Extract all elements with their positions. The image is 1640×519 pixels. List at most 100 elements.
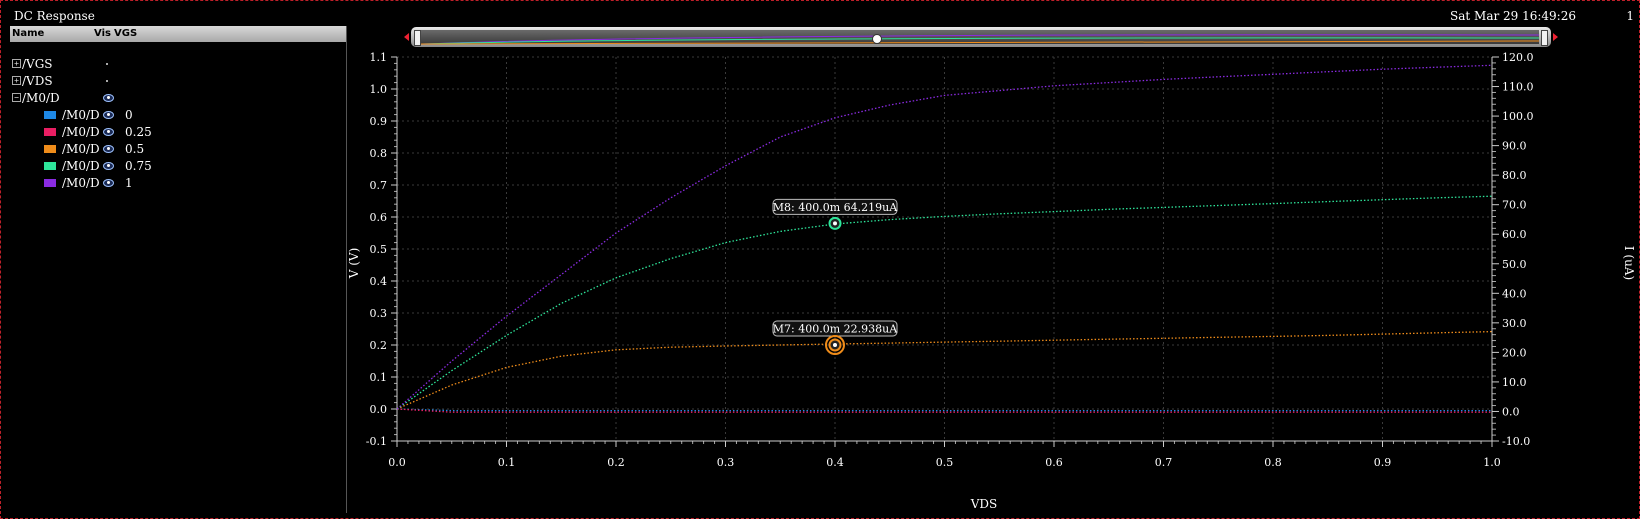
scroll-right-arrow-icon[interactable] xyxy=(1553,33,1558,41)
expand-icon[interactable]: + xyxy=(12,76,21,85)
y2-tick-label: 90.0 xyxy=(1502,140,1527,153)
scrollbar-preview[interactable] xyxy=(420,30,1540,45)
y2-tick-label: 20.0 xyxy=(1502,346,1527,359)
y-tick-label: 0.1 xyxy=(370,371,388,384)
eye-icon[interactable] xyxy=(103,162,114,170)
trace-color-swatch[interactable] xyxy=(44,111,56,119)
x-tick-label: 0.8 xyxy=(1264,456,1282,469)
x-tick-label: 0.0 xyxy=(388,456,406,469)
series-line-vgs-0p25[interactable] xyxy=(396,408,1492,413)
trace-color-swatch[interactable] xyxy=(44,162,56,170)
legend-header: Name Vis VGS xyxy=(10,26,346,42)
y2-tick-label: 120.0 xyxy=(1502,51,1534,64)
scroll-left-handle[interactable] xyxy=(414,30,421,46)
series-line-vgs-1[interactable] xyxy=(396,64,1493,410)
chart-axes: 0.0 0.1 0.2 0.3 0.4 0.5 0.6 0.7 0.8 0.9 1.0-0.10.0… xyxy=(366,51,1534,469)
y-tick-label: 0.2 xyxy=(370,339,388,352)
eye-icon[interactable] xyxy=(103,145,114,153)
scroll-left-arrow-icon[interactable] xyxy=(404,33,409,41)
window-corner-index: 1 xyxy=(1626,9,1634,23)
y-tick-label: 0.7 xyxy=(370,179,388,192)
legend-item-label: /M0/D xyxy=(62,142,100,156)
legend-group-row[interactable]: +/VDS xyxy=(10,73,346,89)
timestamp: Sat Mar 29 16:49:26 xyxy=(1450,9,1576,23)
y-tick-label: 0.9 xyxy=(370,115,388,128)
legend-item-label: /M0/D xyxy=(62,159,100,173)
legend-header-vis[interactable]: Vis xyxy=(94,28,111,39)
expand-icon[interactable]: + xyxy=(12,59,21,68)
marker-point-center xyxy=(833,221,837,226)
series-line-vgs-0p75[interactable] xyxy=(396,195,1493,410)
y2-tick-label: 80.0 xyxy=(1502,169,1527,182)
legend-item-row[interactable]: /M0/D 0.75 xyxy=(10,158,346,174)
y2-tick-label: -10.0 xyxy=(1502,435,1530,448)
y2-tick-label: 30.0 xyxy=(1502,317,1527,330)
window-title: DC Response xyxy=(14,9,95,23)
legend-item-vgs: 0 xyxy=(125,108,133,122)
marker-label: M8: 400.0m 64.219uA xyxy=(773,201,898,214)
eye-icon[interactable] xyxy=(103,94,114,102)
preview-trace-1 xyxy=(420,34,1540,45)
legend-item-label: /M0/D xyxy=(62,108,100,122)
zoom-scrollbar[interactable] xyxy=(404,27,1558,47)
y-tick-label: 1.1 xyxy=(370,51,388,64)
legend-item-row[interactable]: /M0/D 0.25 xyxy=(10,124,346,140)
trace-color-swatch[interactable] xyxy=(44,179,56,187)
marker-point-center xyxy=(833,343,837,347)
x-tick-label: 0.9 xyxy=(1374,456,1392,469)
legend-group-label: /M0/D xyxy=(22,91,60,105)
eye-icon[interactable] xyxy=(103,111,114,119)
legend-item-vgs: 0.75 xyxy=(125,159,152,173)
legend-group-label: /VGS xyxy=(22,57,53,71)
legend-item-row[interactable]: /M0/D 0.5 xyxy=(10,141,346,157)
series-line-vgs-0p5[interactable] xyxy=(396,330,1493,410)
scrollbar-preview-traces xyxy=(420,34,1540,45)
y2-tick-label: 10.0 xyxy=(1502,376,1527,389)
eye-icon[interactable] xyxy=(103,179,114,187)
x-tick-label: 0.6 xyxy=(1045,456,1063,469)
series-line-vgs-0[interactable] xyxy=(396,408,1492,412)
y2-tick-label: 40.0 xyxy=(1502,287,1527,300)
y2-tick-label: 60.0 xyxy=(1502,228,1527,241)
legend-panel: Name Vis VGS +/VGS +/VDS −/M0/D/M0/D 0/M0/D… xyxy=(10,26,347,513)
y-axis-label: V (V) xyxy=(347,248,361,280)
trace-color-swatch[interactable] xyxy=(44,128,56,136)
trace-color-swatch[interactable] xyxy=(44,145,56,153)
legend-header-name[interactable]: Name xyxy=(12,28,45,39)
y2-axis-label: I (uA) xyxy=(1622,246,1636,280)
y-tick-label: 0.8 xyxy=(370,147,388,160)
chart-markers[interactable]: M8: 400.0m 64.219uA M7: 400.0m 22.938uA xyxy=(772,198,898,355)
visibility-dot-icon[interactable] xyxy=(106,63,108,65)
scroll-grip-icon[interactable] xyxy=(872,34,882,44)
legend-group-row[interactable]: +/VGS xyxy=(10,56,346,72)
chart-series xyxy=(396,64,1493,413)
legend-item-label: /M0/D xyxy=(62,125,100,139)
eye-icon[interactable] xyxy=(103,128,114,136)
y2-tick-label: 110.0 xyxy=(1502,81,1534,94)
x-tick-label: 0.3 xyxy=(717,456,735,469)
x-tick-label: 0.7 xyxy=(1155,456,1173,469)
legend-header-vgs[interactable]: VGS xyxy=(114,28,138,39)
y-tick-label: -0.1 xyxy=(366,435,387,448)
legend-group-row[interactable]: −/M0/D xyxy=(10,90,346,106)
legend-item-row[interactable]: /M0/D 1 xyxy=(10,175,346,191)
marker-ring-outer xyxy=(825,335,845,355)
y-tick-label: 0.6 xyxy=(370,211,388,224)
collapse-icon[interactable]: − xyxy=(12,93,21,102)
preview-trace-075 xyxy=(420,37,1540,45)
x-tick-label: 1.0 xyxy=(1483,456,1501,469)
chart-grid xyxy=(396,56,1493,442)
marker-label-box[interactable] xyxy=(772,198,898,215)
x-tick-label: 0.4 xyxy=(826,456,844,469)
y2-tick-label: 70.0 xyxy=(1502,199,1527,212)
legend-item-label: /M0/D xyxy=(62,176,100,190)
legend-item-vgs: 1 xyxy=(125,176,133,190)
x-axis-label: VDS xyxy=(970,497,998,511)
visibility-dot-icon[interactable] xyxy=(106,80,108,82)
y-tick-label: 0.4 xyxy=(370,275,388,288)
y-tick-label: 0.3 xyxy=(370,307,388,320)
legend-item-vgs: 0.5 xyxy=(125,142,145,156)
legend-item-row[interactable]: /M0/D 0 xyxy=(10,107,346,123)
scroll-right-handle[interactable] xyxy=(1541,30,1548,46)
